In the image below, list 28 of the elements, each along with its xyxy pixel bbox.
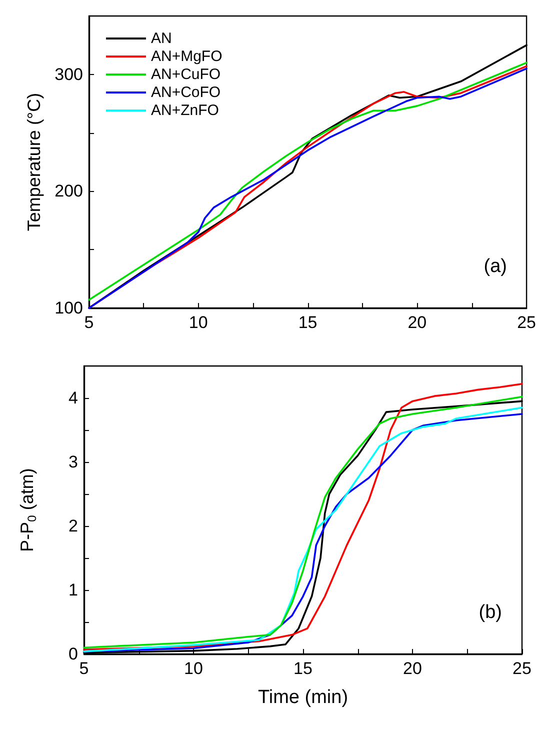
x-tick-label: 5 (79, 659, 89, 678)
y-axis-title: Temperature (°C) (24, 92, 44, 232)
y-tick-label: 1 (68, 580, 78, 600)
x-tick-label: 20 (408, 313, 427, 332)
y-tick-label: 4 (68, 388, 78, 408)
annotation: (a) (484, 256, 508, 277)
x-tick-label: 25 (517, 313, 536, 332)
y-tick-label: 3 (68, 452, 78, 472)
legend-label: AN+ZnFO (151, 102, 219, 119)
x-tick-label: 10 (188, 313, 208, 332)
x-tick-label: 15 (294, 659, 312, 678)
y-axis-title: P-P0 (atm) (17, 468, 39, 552)
y-tick-label: 0 (68, 644, 78, 664)
x-tick-label: 20 (403, 659, 422, 678)
y-tick-label: 300 (54, 64, 83, 84)
x-tick-label: 15 (298, 313, 318, 332)
legend-label: AN+CoFO (151, 84, 221, 101)
legend-label: AN+MgFO (151, 48, 222, 65)
x-tick-label: 25 (512, 659, 532, 678)
x-axis-title: Time (min) (258, 687, 348, 708)
legend-label: AN+CuFO (151, 66, 221, 83)
y-tick-label: 2 (68, 516, 78, 536)
y-tick-label: 100 (54, 298, 83, 318)
y-tick-label: 200 (54, 182, 83, 201)
annotation: (b) (478, 602, 502, 623)
legend-label: AN (151, 30, 172, 47)
x-tick-label: 5 (84, 313, 94, 332)
x-tick-label: 10 (184, 659, 203, 678)
